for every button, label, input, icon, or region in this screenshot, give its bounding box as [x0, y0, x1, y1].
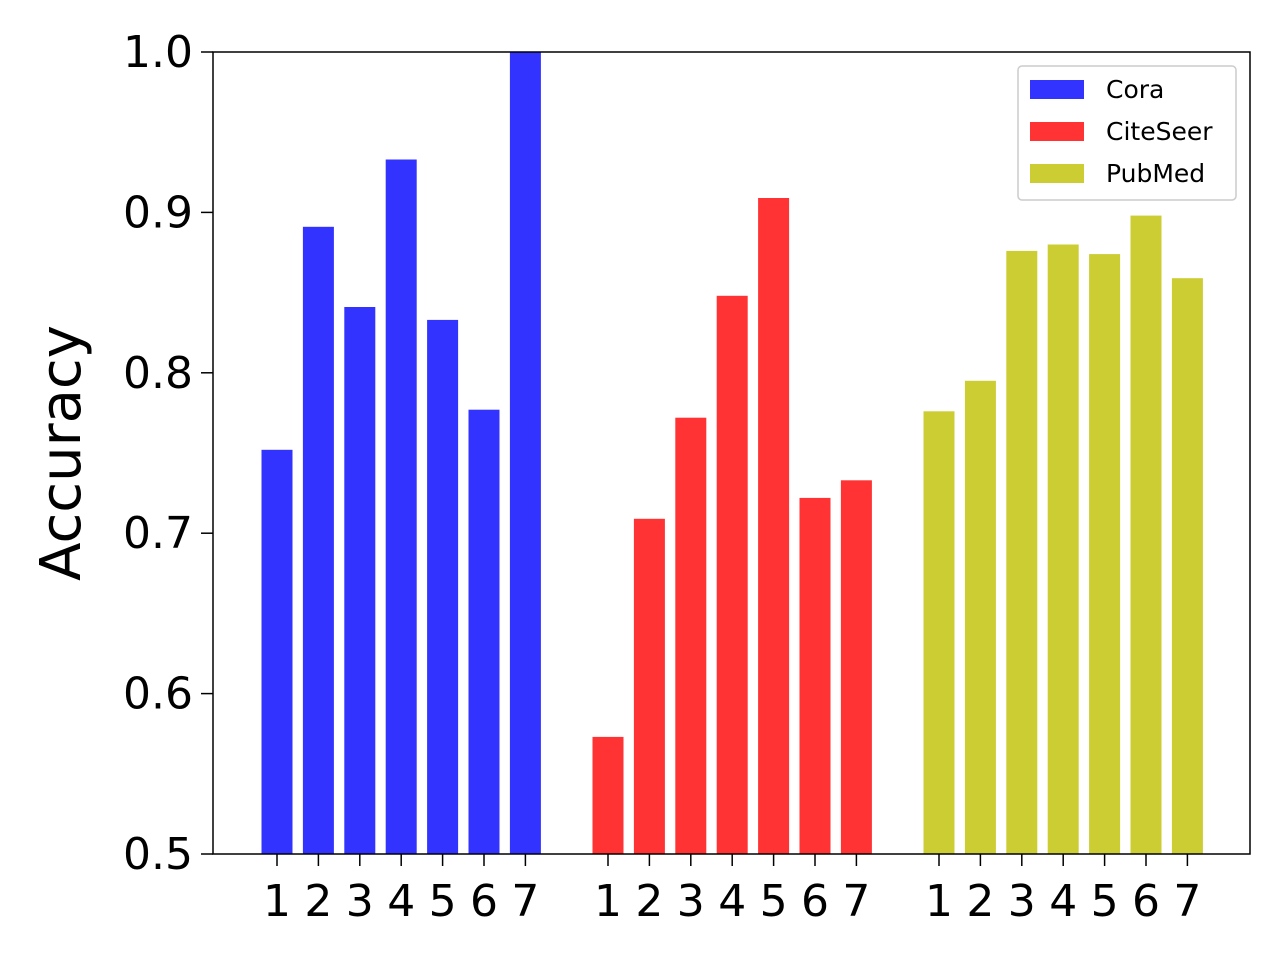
bar-citeseer-7	[840, 480, 872, 854]
bar-pubmed-4	[1047, 244, 1079, 854]
x-tick-label: 1	[594, 876, 622, 927]
bar-cora-4	[385, 159, 417, 854]
y-tick-label: 0.9	[123, 187, 193, 238]
x-tick-label: 1	[263, 876, 291, 927]
bar-cora-6	[468, 409, 500, 854]
bar-citeseer-1	[592, 736, 624, 854]
y-tick-label: 0.7	[123, 508, 193, 559]
legend-swatch-citeseer	[1030, 122, 1084, 141]
x-tick-label: 5	[1091, 876, 1119, 927]
y-tick-label: 0.8	[123, 348, 193, 399]
x-tick-label: 4	[718, 876, 746, 927]
x-tick-label: 6	[801, 876, 829, 927]
x-tick-label: 3	[346, 876, 374, 927]
x-tick-label: 3	[1008, 876, 1036, 927]
x-tick-label: 5	[760, 876, 788, 927]
bars-layer	[261, 52, 1203, 855]
y-axis-label: Accuracy	[29, 325, 94, 581]
x-tick-label: 4	[1049, 876, 1077, 927]
bar-pubmed-3	[1006, 250, 1038, 854]
x-tick-label: 7	[842, 876, 870, 927]
bar-citeseer-6	[799, 497, 831, 854]
x-tick-label: 1	[925, 876, 953, 927]
bar-citeseer-4	[716, 295, 748, 854]
bar-pubmed-2	[964, 380, 996, 854]
x-tick-label: 2	[635, 876, 663, 927]
bar-cora-2	[302, 226, 334, 855]
x-tick-label: 2	[966, 876, 994, 927]
legend: Cora CiteSeer PubMed	[1017, 65, 1237, 201]
bar-pubmed-5	[1089, 254, 1121, 855]
bar-citeseer-3	[675, 417, 707, 854]
legend-swatch-pubmed	[1030, 164, 1084, 183]
bar-cora-3	[344, 307, 376, 854]
bar-cora-5	[427, 319, 459, 854]
x-tick-label: 7	[1173, 876, 1201, 927]
bar-citeseer-5	[758, 198, 790, 854]
x-tick-label: 2	[304, 876, 332, 927]
bar-pubmed-6	[1130, 215, 1162, 855]
x-tick-label: 7	[511, 876, 539, 927]
x-tick-label: 3	[677, 876, 705, 927]
legend-label-pubmed: PubMed	[1106, 159, 1205, 188]
legend-swatch-cora	[1030, 80, 1084, 99]
plot-frame	[212, 51, 1251, 855]
y-tick-label: 0.6	[123, 669, 193, 720]
x-tick-label: 5	[429, 876, 457, 927]
bar-cora-1	[261, 449, 293, 854]
bar-pubmed-1	[923, 411, 955, 854]
legend-label-citeseer: CiteSeer	[1106, 117, 1213, 146]
x-tick-label: 6	[1132, 876, 1160, 927]
bar-pubmed-7	[1171, 278, 1203, 854]
y-tick-label: 0.5	[123, 829, 193, 880]
ticks-layer: 1 2 3 4 5 6 7 1 2 3 4 5 6 7 1 2 3 4 5 6 70.50.60.70.80.91.0	[123, 27, 1201, 927]
bar-cora-7	[509, 52, 541, 854]
x-tick-label: 4	[387, 876, 415, 927]
y-tick-label: 1.0	[123, 27, 193, 78]
legend-label-cora: Cora	[1106, 75, 1164, 104]
x-tick-label: 6	[470, 876, 498, 927]
bar-citeseer-2	[633, 518, 665, 854]
